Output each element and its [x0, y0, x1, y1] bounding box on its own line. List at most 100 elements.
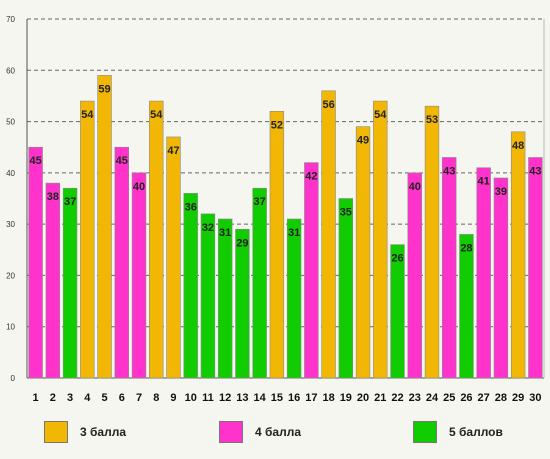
bar [149, 100, 164, 379]
data-label: 45 [29, 155, 41, 167]
data-label: 49 [357, 135, 369, 147]
data-label: 48 [512, 140, 524, 152]
y-tick-label: 50 [6, 118, 15, 127]
x-tick-label: 12 [219, 392, 231, 404]
bar [97, 75, 112, 379]
x-tick-label: 1 [33, 392, 39, 404]
legend-swatch-grade-5 [413, 421, 437, 443]
x-tick-labels: 1 2 3 4 5 6 7 8 9 10 11 12 13 14 15 16 17 18 19 20 21 22 23 24 2… [33, 392, 542, 404]
data-label: 32 [202, 222, 214, 234]
legend-swatch-grade-3 [44, 421, 68, 443]
bar [510, 131, 526, 379]
data-label: 56 [322, 99, 334, 111]
bar [459, 234, 474, 379]
bar [442, 157, 457, 379]
bar [373, 100, 388, 379]
data-label: 52 [271, 119, 283, 131]
y-tick-label: 20 [6, 271, 15, 280]
bar [45, 182, 61, 379]
bar [235, 228, 250, 379]
x-tick-label: 11 [202, 392, 214, 404]
x-tick-label: 26 [460, 392, 472, 404]
gridlines [27, 18, 544, 328]
legend-item-grade-4: 4 балла [219, 418, 301, 446]
x-tick-label: 17 [305, 392, 317, 404]
bar [493, 177, 509, 379]
bar [217, 218, 233, 379]
data-label: 40 [133, 181, 145, 193]
y-tick-labels: 0 10 20 30 40 50 60 70 [6, 15, 15, 383]
x-tick-label: 27 [478, 392, 490, 404]
bar [114, 146, 129, 379]
x-tick-label: 4 [84, 392, 91, 404]
legend-item-grade-5: 5 баллов [413, 418, 503, 446]
data-label: 31 [219, 227, 231, 239]
bar [304, 162, 319, 379]
data-label: 54 [81, 109, 94, 121]
x-tick-label: 5 [101, 392, 107, 404]
x-tick-label: 20 [357, 392, 369, 404]
data-label: 37 [64, 196, 76, 208]
bar [355, 126, 371, 379]
x-tick-label: 7 [136, 392, 142, 404]
data-label: 53 [426, 114, 438, 126]
x-tick-label: 19 [340, 392, 352, 404]
bar [131, 172, 147, 379]
legend-label-grade-3: 3 балла [80, 425, 127, 439]
data-label: 43 [529, 165, 541, 177]
bar [321, 90, 336, 379]
x-tick-label: 24 [426, 392, 439, 404]
y-tick-label: 10 [6, 323, 15, 332]
y-tick-label: 30 [6, 220, 15, 229]
bar [252, 187, 267, 379]
x-tick-label: 9 [170, 392, 176, 404]
bar [528, 157, 543, 379]
data-label: 38 [47, 191, 59, 203]
data-labels: 45 38 37 54 59 45 40 54 47 36 32 31 29 37 52 31 42 56 35 49… [29, 83, 541, 264]
x-tick-label: 13 [236, 392, 248, 404]
y-tick-label: 0 [11, 374, 16, 383]
x-tick-label: 10 [185, 392, 197, 404]
bar [286, 218, 302, 379]
bar [166, 136, 181, 379]
axes [26, 19, 545, 379]
x-tick-label: 16 [288, 392, 300, 404]
bar [407, 172, 422, 379]
legend-label-grade-4: 4 балла [255, 425, 302, 439]
data-label: 29 [236, 237, 248, 249]
x-tick-label: 14 [254, 392, 267, 404]
x-tick-label: 28 [495, 392, 507, 404]
x-tick-label: 15 [271, 392, 283, 404]
data-label: 36 [185, 201, 197, 213]
data-label: 28 [460, 242, 472, 254]
data-label: 39 [495, 186, 507, 198]
x-tick-label: 29 [512, 392, 524, 404]
data-label: 42 [305, 171, 317, 183]
data-label: 47 [167, 145, 179, 157]
data-label: 43 [443, 165, 455, 177]
x-tick-label: 21 [374, 392, 386, 404]
bars [28, 75, 543, 379]
data-label: 54 [374, 109, 387, 121]
bar [390, 244, 405, 379]
x-tick-label: 23 [409, 392, 421, 404]
data-label: 37 [254, 196, 266, 208]
x-tick-label: 3 [67, 392, 73, 404]
bar [28, 146, 43, 379]
data-label: 31 [288, 227, 300, 239]
data-label: 26 [391, 253, 403, 265]
bar [183, 193, 198, 379]
data-label: 45 [116, 155, 128, 167]
x-tick-label: 22 [391, 392, 403, 404]
x-tick-label: 18 [322, 392, 334, 404]
data-label: 35 [340, 207, 352, 219]
x-tick-label: 25 [443, 392, 455, 404]
y-tick-label: 60 [6, 66, 15, 75]
bar [80, 100, 95, 379]
legend-item-grade-3: 3 балла [44, 418, 126, 446]
bar [62, 187, 78, 379]
bar [476, 167, 491, 379]
x-tick-label: 2 [50, 392, 56, 404]
legend-swatch-grade-4 [219, 421, 243, 443]
